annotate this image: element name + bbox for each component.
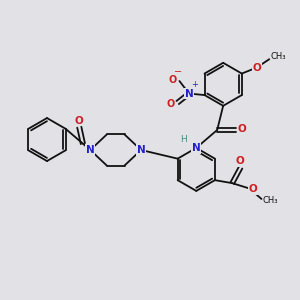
Text: O: O: [236, 156, 244, 166]
Text: N: N: [184, 88, 194, 99]
Text: O: O: [238, 124, 247, 134]
Text: O: O: [252, 63, 261, 73]
Text: O: O: [169, 74, 177, 85]
Text: −: −: [174, 67, 182, 77]
Text: O: O: [167, 99, 175, 109]
Text: N: N: [86, 145, 95, 155]
Text: H: H: [180, 135, 187, 144]
Text: +: +: [191, 80, 198, 88]
Text: N: N: [192, 143, 201, 153]
Text: O: O: [74, 116, 83, 126]
Text: CH₃: CH₃: [263, 196, 278, 205]
Text: CH₃: CH₃: [271, 52, 286, 61]
Text: O: O: [249, 184, 257, 194]
Text: N: N: [137, 145, 146, 155]
